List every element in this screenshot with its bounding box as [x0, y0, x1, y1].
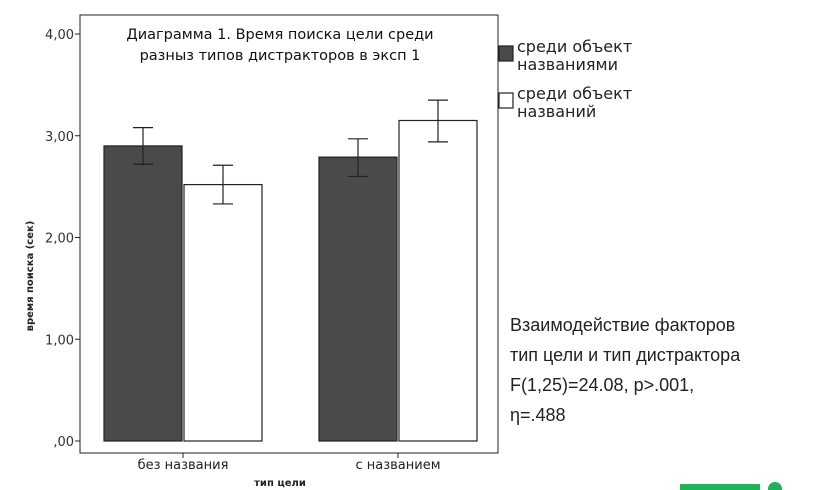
green-decoration-mark	[768, 482, 782, 490]
y-tick-label: 1,00	[45, 333, 74, 348]
bar	[183, 183, 263, 442]
x-axis: без названия с названием	[138, 453, 441, 473]
statistics-note: Взаимодействие факторов тип цели и тип д…	[510, 310, 820, 430]
x-tick-label: с названием	[355, 458, 440, 473]
green-decoration-bar	[680, 484, 760, 490]
stats-line: тип цели и тип дистрактора	[510, 345, 741, 365]
bar	[398, 119, 478, 442]
y-tick-label: ,00	[53, 435, 74, 450]
legend-label: среди объект	[517, 84, 632, 103]
bar	[318, 156, 398, 442]
y-axis: ,00 1,00 2,00 3,00 4,00	[45, 28, 80, 450]
y-tick-label: 4,00	[45, 28, 74, 43]
bars	[103, 119, 478, 442]
x-tick-label: без названия	[138, 458, 229, 473]
chart-title-line: разныз типов дистракторов в эксп 1	[140, 48, 421, 64]
stats-line: F(1,25)=24.08, p>.001,	[510, 375, 695, 395]
legend-label: среди объект	[517, 37, 632, 56]
y-axis-title: время поиска (сек)	[25, 221, 36, 332]
legend-label: названий	[517, 102, 596, 121]
stats-line: Взаимодействие факторов	[510, 315, 736, 335]
bar	[103, 145, 183, 442]
chart-title: Диаграмма 1. Время поиска цели среди разн…	[126, 27, 433, 64]
y-tick-label: 2,00	[45, 232, 74, 247]
chart-title-line: Диаграмма 1. Время поиска цели среди	[126, 27, 433, 43]
y-tick-label: 3,00	[45, 130, 74, 145]
legend-swatch	[498, 45, 514, 62]
plot-area	[79, 14, 499, 454]
plot-frame	[79, 14, 499, 454]
legend-swatch	[498, 92, 514, 109]
stats-line: η=.488	[510, 405, 566, 425]
legend-label: названиями	[517, 55, 618, 74]
x-axis-title: тип цели	[254, 478, 306, 489]
error-bars	[133, 99, 448, 205]
